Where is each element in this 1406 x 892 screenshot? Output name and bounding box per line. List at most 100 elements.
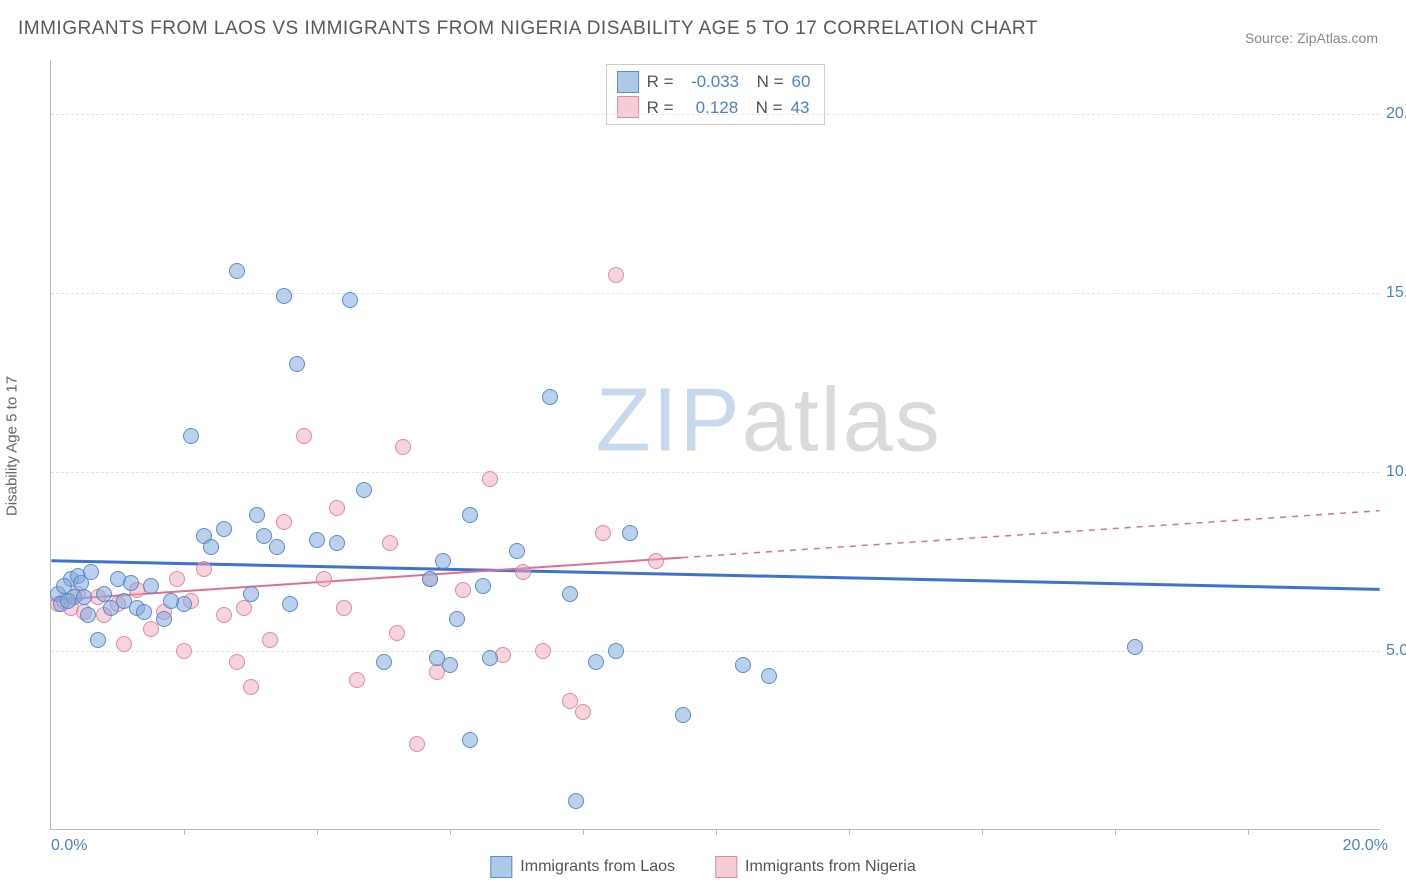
x-tick-mark xyxy=(849,829,850,835)
scatter-point xyxy=(482,471,498,487)
scatter-point xyxy=(176,643,192,659)
gridline xyxy=(51,472,1380,473)
scatter-point xyxy=(282,596,298,612)
scatter-point xyxy=(296,428,312,444)
scatter-point xyxy=(482,650,498,666)
y-tick-label: 20.0% xyxy=(1386,105,1406,123)
legend-item: Immigrants from Laos xyxy=(490,856,675,878)
x-tick-mark xyxy=(1248,829,1249,835)
scatter-point xyxy=(143,578,159,594)
scatter-point xyxy=(595,525,611,541)
scatter-point xyxy=(575,704,591,720)
scatter-point xyxy=(123,575,139,591)
watermark: ZIPatlas xyxy=(596,370,942,473)
scatter-point xyxy=(382,535,398,551)
scatter-point xyxy=(316,571,332,587)
legend-stats-row: R = -0.033 N = 60 xyxy=(617,69,811,95)
scatter-point xyxy=(249,507,265,523)
swatch-blue-icon xyxy=(617,71,639,93)
y-tick-label: 15.0% xyxy=(1386,284,1406,302)
scatter-point xyxy=(588,654,604,670)
scatter-point xyxy=(761,668,777,684)
gridline xyxy=(51,293,1380,294)
scatter-point xyxy=(269,539,285,555)
scatter-point xyxy=(535,643,551,659)
scatter-point xyxy=(542,389,558,405)
scatter-point xyxy=(156,611,172,627)
scatter-point xyxy=(236,600,252,616)
y-tick-label: 10.0% xyxy=(1386,463,1406,481)
scatter-point xyxy=(622,525,638,541)
scatter-point xyxy=(648,553,664,569)
scatter-point xyxy=(462,507,478,523)
scatter-point xyxy=(735,657,751,673)
scatter-point xyxy=(422,571,438,587)
legend-stats: R = -0.033 N = 60 R = 0.128 N = 43 xyxy=(606,64,826,125)
scatter-point xyxy=(96,586,112,602)
scatter-point xyxy=(329,500,345,516)
trend-line-dashed xyxy=(682,511,1379,558)
chart-title: IMMIGRANTS FROM LAOS VS IMMIGRANTS FROM … xyxy=(18,18,1038,40)
scatter-point xyxy=(60,593,76,609)
scatter-point xyxy=(276,288,292,304)
scatter-point xyxy=(216,521,232,537)
scatter-point xyxy=(608,267,624,283)
scatter-point xyxy=(203,539,219,555)
scatter-point xyxy=(435,553,451,569)
scatter-point xyxy=(73,575,89,591)
source-attribution: Source: ZipAtlas.com xyxy=(1245,30,1378,46)
scatter-point xyxy=(449,611,465,627)
scatter-point xyxy=(376,654,392,670)
gridline xyxy=(51,651,1380,652)
trend-lines xyxy=(51,60,1380,829)
scatter-point xyxy=(395,439,411,455)
y-axis-label: Disability Age 5 to 17 xyxy=(4,376,21,516)
scatter-point xyxy=(329,535,345,551)
scatter-point xyxy=(243,586,259,602)
scatter-point xyxy=(243,679,259,695)
scatter-point xyxy=(349,672,365,688)
scatter-point xyxy=(76,589,92,605)
scatter-point xyxy=(56,578,72,594)
x-tick-mark xyxy=(716,829,717,835)
scatter-point xyxy=(196,561,212,577)
scatter-point xyxy=(356,482,372,498)
scatter-point xyxy=(568,793,584,809)
scatter-point xyxy=(515,564,531,580)
scatter-point xyxy=(462,732,478,748)
scatter-point xyxy=(116,636,132,652)
scatter-point xyxy=(389,625,405,641)
x-tick-mark xyxy=(583,829,584,835)
gridline xyxy=(51,114,1380,115)
legend-series: Immigrants from Laos Immigrants from Nig… xyxy=(490,856,915,878)
scatter-point xyxy=(562,586,578,602)
x-tick-mark xyxy=(450,829,451,835)
x-tick-label: 20.0% xyxy=(1343,837,1388,855)
scatter-point xyxy=(229,263,245,279)
scatter-point xyxy=(276,514,292,530)
scatter-point xyxy=(342,292,358,308)
scatter-point xyxy=(216,607,232,623)
swatch-pink-icon xyxy=(617,96,639,118)
scatter-point xyxy=(80,607,96,623)
scatter-point xyxy=(289,356,305,372)
scatter-point xyxy=(143,621,159,637)
legend-stats-row: R = 0.128 N = 43 xyxy=(617,95,811,121)
scatter-point xyxy=(183,428,199,444)
scatter-point xyxy=(262,632,278,648)
scatter-plot-area: ZIPatlas R = -0.033 N = 60 R = 0.128 N =… xyxy=(50,60,1380,830)
scatter-point xyxy=(163,593,179,609)
swatch-blue-icon xyxy=(490,856,512,878)
scatter-point xyxy=(675,707,691,723)
y-tick-label: 5.0% xyxy=(1386,642,1406,660)
scatter-point xyxy=(1127,639,1143,655)
scatter-point xyxy=(475,578,491,594)
scatter-point xyxy=(309,532,325,548)
scatter-point xyxy=(229,654,245,670)
legend-label: Immigrants from Laos xyxy=(520,858,675,876)
swatch-pink-icon xyxy=(715,856,737,878)
legend-item: Immigrants from Nigeria xyxy=(715,856,916,878)
x-tick-label: 0.0% xyxy=(51,837,87,855)
x-tick-mark xyxy=(184,829,185,835)
scatter-point xyxy=(90,632,106,648)
